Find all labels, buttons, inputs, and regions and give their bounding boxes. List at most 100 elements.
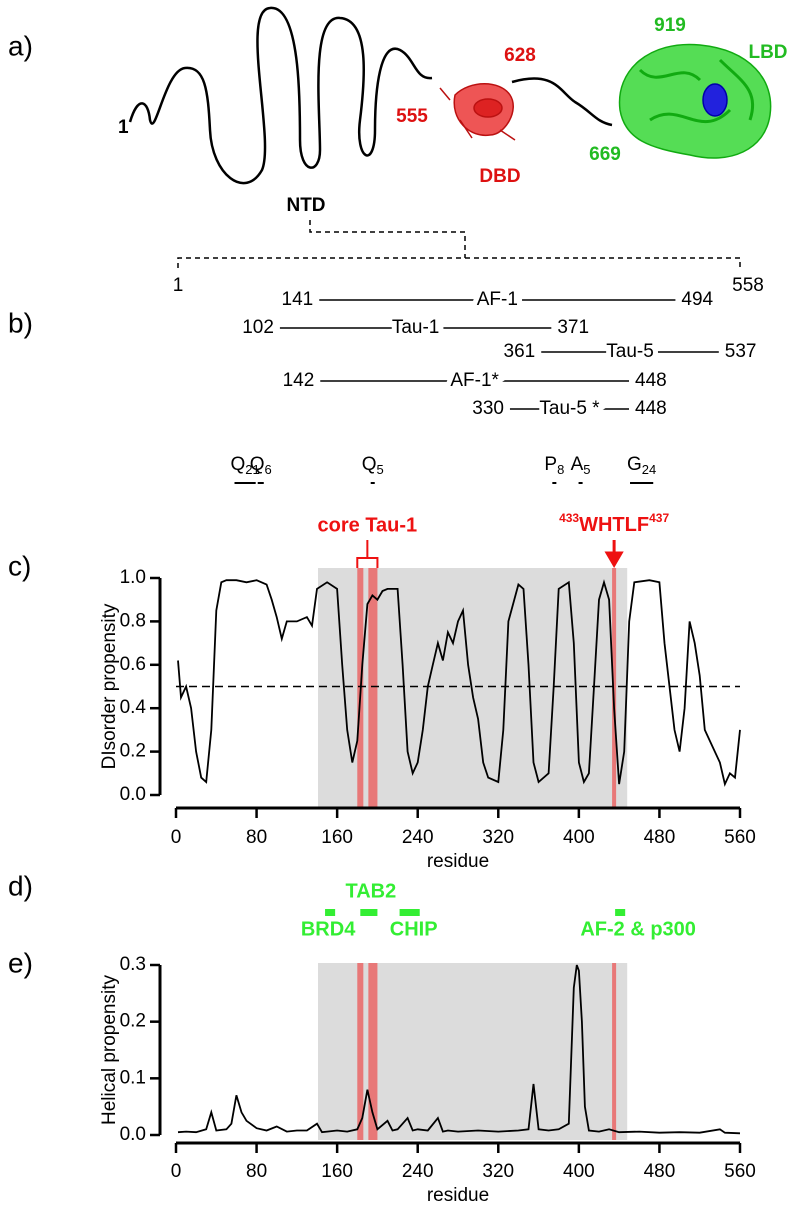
x-tick-label: 560 xyxy=(724,827,756,848)
y-tick-label: 1.0 xyxy=(120,567,146,588)
binding-label: BRD4 xyxy=(301,918,356,940)
repeat-residue: Q xyxy=(362,454,377,475)
x-tick-label: 320 xyxy=(482,1161,514,1182)
repeat-label: A5 xyxy=(571,454,591,477)
x-tick-label: 80 xyxy=(246,1161,267,1182)
segment-end: 448 xyxy=(635,370,667,391)
y-tick-label: 0.0 xyxy=(120,1124,146,1145)
segment-end: 448 xyxy=(635,398,667,419)
y-tick-label: 0.4 xyxy=(120,697,147,718)
ntd-start-label: 1 xyxy=(118,117,129,138)
annotation: 433WHTLF437 xyxy=(559,511,669,536)
repeat-residue: Q xyxy=(230,454,245,475)
x-tick-label: 400 xyxy=(563,1161,595,1182)
binding-label: TAB2 xyxy=(345,880,396,902)
y-axis-title: DIsorder propensity xyxy=(99,603,120,769)
repeat-residue: P xyxy=(544,454,557,475)
x-tick-label: 480 xyxy=(644,827,676,848)
x-tick-label: 240 xyxy=(402,827,434,848)
x-axis-title: residue xyxy=(427,851,489,872)
repeat-residue: Q xyxy=(250,454,265,475)
annotation-bracket xyxy=(356,540,379,568)
y-tick-label: 0.2 xyxy=(120,741,146,762)
repeat-label: Q21 xyxy=(230,454,259,477)
segment-start: 142 xyxy=(283,370,315,391)
x-tick-label: 160 xyxy=(321,1161,353,1182)
annotation-arrow xyxy=(604,540,624,568)
segment-start: 330 xyxy=(472,398,504,419)
segment-name: Tau-5 * xyxy=(539,398,600,419)
y-tick-label: 0.8 xyxy=(120,610,146,631)
x-tick-label: 0 xyxy=(171,827,182,848)
x-tick-label: 320 xyxy=(482,827,514,848)
annotation: core Tau-1 xyxy=(318,514,418,536)
repeat-count: 8 xyxy=(557,462,564,477)
data-line xyxy=(177,964,741,1135)
highlight-band xyxy=(368,963,378,1140)
segment-end: 537 xyxy=(725,341,757,362)
repeat-label: G24 xyxy=(627,454,656,477)
y-tick-label: 0.6 xyxy=(120,654,146,675)
binding-bar xyxy=(325,909,336,916)
ntd-bracket xyxy=(177,257,741,268)
panel-label: e) xyxy=(8,947,33,978)
y-tick-label: 0.0 xyxy=(120,784,146,805)
segment-name: AF-1 xyxy=(477,289,518,310)
segment-start: 361 xyxy=(504,341,536,362)
binding-label: AF-2 & p300 xyxy=(580,918,696,940)
highlight-band xyxy=(612,963,617,1140)
binding-bar xyxy=(615,909,626,916)
ntd-connector xyxy=(309,220,466,258)
repeat-label: P8 xyxy=(544,454,564,477)
x-tick-label: 560 xyxy=(724,1161,756,1182)
x-tick-label: 0 xyxy=(171,1161,182,1182)
repeat-count: 24 xyxy=(642,462,656,477)
binding-bar xyxy=(360,909,378,916)
data-line xyxy=(177,579,741,787)
annotation-motif: WHTLF xyxy=(579,514,649,536)
y-axis-title: Helical propensity xyxy=(99,975,120,1125)
lbd-end-label: 919 xyxy=(654,15,686,36)
panel-label: c) xyxy=(8,550,31,581)
segment-start: 102 xyxy=(242,317,274,338)
ntd-range-end: 558 xyxy=(732,275,764,296)
x-tick-label: 160 xyxy=(321,827,353,848)
dbd-structure xyxy=(439,83,516,141)
segment-end: 494 xyxy=(681,289,713,310)
segment-start: 141 xyxy=(282,289,314,310)
highlight-band xyxy=(368,568,378,808)
repeat-label: Q5 xyxy=(362,454,384,477)
repeat-count: 5 xyxy=(377,462,384,477)
ntd-label: NTD xyxy=(286,195,325,216)
segment-end: 371 xyxy=(557,317,589,338)
dbd-end-label: 628 xyxy=(504,45,536,66)
lbd-label: LBD xyxy=(748,42,787,63)
segment-name: Tau-1 xyxy=(392,317,440,338)
panel-label: a) xyxy=(8,30,33,61)
annotation-end: 437 xyxy=(649,511,669,525)
dbd-label: DBD xyxy=(479,166,520,187)
repeat-label: Q6 xyxy=(250,454,272,477)
panel-label: b) xyxy=(8,307,33,338)
dbd-start-label: 555 xyxy=(396,106,428,127)
highlight-band xyxy=(357,963,364,1140)
highlight-band xyxy=(612,568,617,808)
x-tick-label: 480 xyxy=(644,1161,676,1182)
ntd-range-start: 1 xyxy=(173,275,184,296)
repeat-count: 6 xyxy=(265,462,272,477)
binding-label: CHIP xyxy=(390,918,438,940)
x-axis-title: residue xyxy=(427,1185,489,1206)
repeat-residue: G xyxy=(627,454,642,475)
x-tick-label: 240 xyxy=(402,1161,434,1182)
ntd-chain xyxy=(128,6,433,185)
segment-name: Tau-5 xyxy=(606,341,654,362)
repeat-count: 21 xyxy=(245,462,259,477)
annotation-start: 433 xyxy=(559,511,579,525)
x-tick-label: 400 xyxy=(563,827,595,848)
binding-bar xyxy=(399,909,420,916)
hinge-chain xyxy=(511,77,613,127)
repeat-count: 5 xyxy=(583,462,590,477)
y-tick-label: 0.3 xyxy=(120,954,146,975)
x-tick-label: 80 xyxy=(246,827,267,848)
